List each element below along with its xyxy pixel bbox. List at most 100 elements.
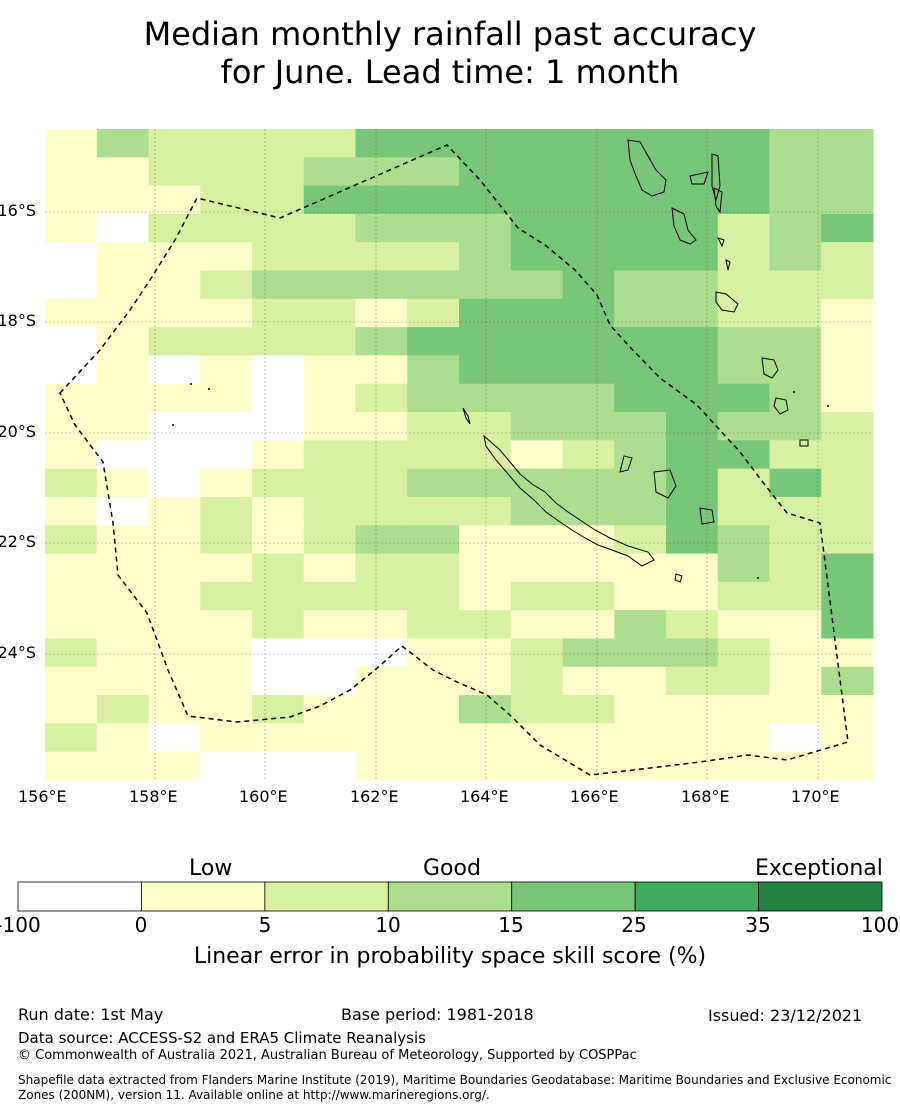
skill-cell xyxy=(252,751,305,781)
skill-cell xyxy=(510,327,564,357)
skill-cell xyxy=(459,525,512,555)
skill-cell xyxy=(355,298,408,328)
skill-cell xyxy=(821,695,874,724)
skill-cell xyxy=(407,213,460,243)
skill-cell xyxy=(821,242,874,272)
skill-cell xyxy=(459,723,512,753)
skill-cell xyxy=(303,298,357,328)
skill-cell xyxy=(666,666,719,696)
skill-cell xyxy=(562,638,615,668)
skill-cell xyxy=(717,185,771,215)
skill-cell xyxy=(614,270,667,300)
lifou-coastline xyxy=(653,469,677,499)
skill-cell xyxy=(148,666,201,696)
skill-cell xyxy=(510,298,564,328)
skill-cell xyxy=(45,723,98,753)
skill-cell xyxy=(303,610,357,640)
skill-cell xyxy=(510,412,564,441)
skill-cell xyxy=(200,581,253,611)
skill-cell xyxy=(407,666,460,696)
skill-cell xyxy=(821,468,874,498)
skill-cell xyxy=(614,383,667,413)
skill-cell xyxy=(510,213,564,243)
skill-cell xyxy=(252,213,305,243)
skill-cell xyxy=(562,610,615,640)
skill-cell xyxy=(45,525,98,555)
skill-cell xyxy=(407,327,460,357)
aneityum-coastline xyxy=(799,439,809,447)
skill-cell xyxy=(148,695,201,724)
skill-cell xyxy=(252,383,305,413)
skill-cell xyxy=(303,383,357,413)
skill-cell xyxy=(769,412,822,441)
skill-cell xyxy=(666,440,719,470)
skill-cell xyxy=(821,129,874,158)
skill-cell xyxy=(407,581,460,611)
skill-cell xyxy=(666,355,719,385)
skill-cell xyxy=(252,185,305,215)
skill-cell xyxy=(148,298,201,328)
colorbar-tick-100: 100 xyxy=(860,913,900,937)
skill-cell xyxy=(252,129,305,158)
skill-cell xyxy=(148,553,201,583)
skill-cell xyxy=(96,157,150,187)
skill-cell xyxy=(148,468,201,498)
x-tick-168: 168°E xyxy=(681,787,730,806)
skill-cell xyxy=(45,695,98,724)
skill-cell xyxy=(769,553,822,583)
skill-cell xyxy=(666,157,719,187)
skill-cell xyxy=(148,327,201,357)
skill-cell xyxy=(717,242,771,272)
skill-cell xyxy=(252,242,305,272)
skill-cell xyxy=(200,525,253,555)
skill-cell xyxy=(821,157,874,187)
hunter-island xyxy=(757,577,759,579)
skill-cell xyxy=(666,468,719,498)
skill-cell xyxy=(717,270,771,300)
skill-cell xyxy=(666,412,719,441)
skill-cell xyxy=(821,185,874,215)
skill-cell xyxy=(717,638,771,668)
skill-cell xyxy=(200,666,253,696)
skill-cell xyxy=(355,695,408,724)
skill-cell xyxy=(303,412,357,441)
skill-cell xyxy=(821,553,874,583)
skill-cell xyxy=(614,723,667,753)
skill-cell xyxy=(769,468,822,498)
skill-cell xyxy=(769,723,822,753)
y-tick-24s: 24°S xyxy=(0,643,36,662)
skill-cell xyxy=(45,270,98,300)
shapefile-note: Shapefile data extracted from Flanders M… xyxy=(18,1073,892,1102)
skill-cell xyxy=(96,553,150,583)
skill-cell xyxy=(666,383,719,413)
skill-cell xyxy=(200,440,253,470)
skill-cell xyxy=(614,610,667,640)
skill-cell xyxy=(614,553,667,583)
skill-cell xyxy=(355,751,408,781)
y-tick-22s: 22°S xyxy=(0,532,36,551)
skill-cell xyxy=(303,270,357,300)
skill-cell xyxy=(562,383,615,413)
skill-cell xyxy=(96,468,150,498)
colorbar-segment xyxy=(264,881,389,912)
skill-cell xyxy=(459,383,512,413)
skill-cell xyxy=(769,298,822,328)
skill-cell xyxy=(769,695,822,724)
skill-cell xyxy=(717,157,771,187)
vanuatu-tanna-coastline xyxy=(773,397,789,415)
skill-cell xyxy=(355,496,408,526)
new-caledonia-eez-boundary xyxy=(59,144,849,776)
skill-cell xyxy=(510,383,564,413)
skill-cell xyxy=(45,496,98,526)
skill-cell xyxy=(252,638,305,668)
skill-cell xyxy=(303,355,357,385)
skill-cell xyxy=(148,270,201,300)
skill-grid xyxy=(45,129,874,781)
skill-cell xyxy=(614,666,667,696)
skill-cell xyxy=(148,638,201,668)
skill-cell xyxy=(459,327,512,357)
skill-cell xyxy=(614,157,667,187)
skill-cell xyxy=(666,496,719,526)
skill-cell xyxy=(96,129,150,158)
skill-cell xyxy=(252,270,305,300)
